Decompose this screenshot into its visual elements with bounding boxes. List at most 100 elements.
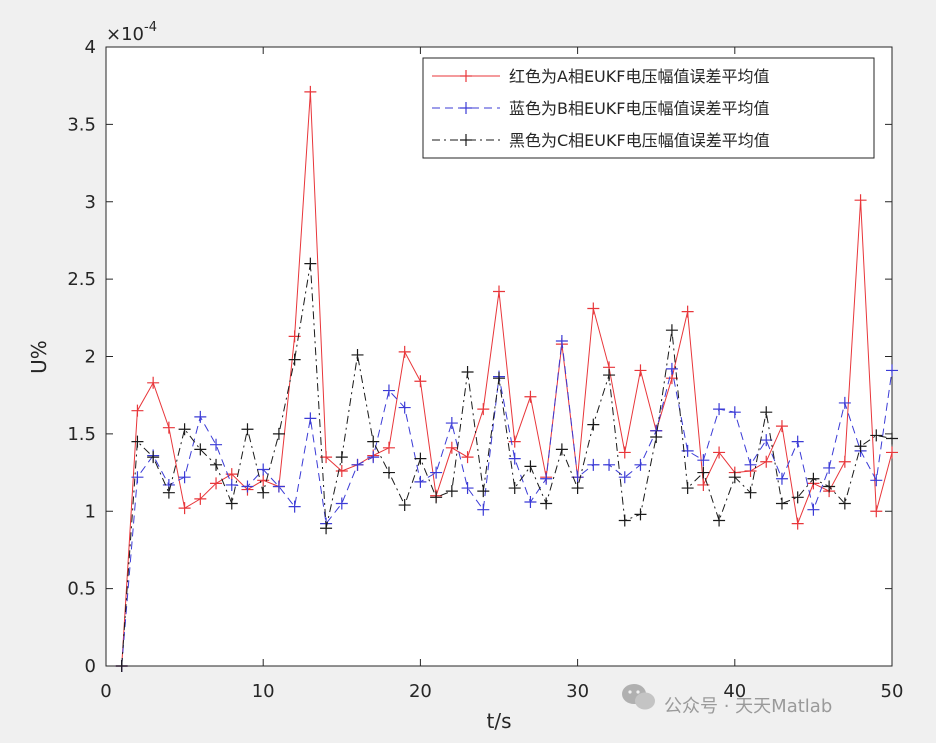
series-c-point [524, 460, 537, 473]
series-c-point [225, 497, 238, 510]
series-b-point [791, 435, 804, 448]
series-a-point [382, 441, 395, 454]
series-c-point [477, 485, 490, 498]
series-a-point [838, 455, 851, 468]
series-c-point [194, 443, 207, 456]
series-b-point [225, 478, 238, 491]
y-tick-label: 4 [85, 37, 96, 58]
watermark: 公众号 · 天天Matlab [622, 684, 832, 717]
series-b-point [430, 466, 443, 479]
series-b-point [665, 362, 678, 375]
series-c-point [697, 466, 710, 479]
series-c-point [838, 497, 851, 510]
series-c-point [775, 497, 788, 510]
x-axis-label: t/s [487, 709, 512, 733]
x-tick-label: 10 [252, 681, 275, 702]
series-b-point [131, 471, 144, 484]
series-a-point [461, 451, 474, 464]
series-a-point [178, 502, 191, 515]
y-tick-label: 3.5 [67, 114, 96, 135]
series-c-point [162, 486, 175, 499]
series-c-point [650, 430, 663, 443]
series-b-point [823, 461, 836, 474]
series-b-point [304, 412, 317, 425]
series-a-point [870, 505, 883, 518]
series-b-point [870, 474, 883, 487]
legend-marker-c [460, 134, 472, 146]
series-a-point [194, 492, 207, 505]
series-c-point [571, 482, 584, 495]
series-c-point [791, 491, 804, 504]
series-a-point [131, 404, 144, 417]
series-c-point [713, 514, 726, 527]
series-b-point [697, 454, 710, 467]
x-tick-label: 40 [723, 681, 746, 702]
y-tick-label: 0.5 [67, 579, 96, 600]
series-c-point [445, 485, 458, 498]
series-b-point [351, 458, 364, 471]
series-b-point [807, 503, 820, 516]
series-c-point [131, 435, 144, 448]
legend-samples [432, 70, 500, 146]
series-b-point [603, 458, 616, 471]
series-a-point [681, 305, 694, 318]
series-b-point [838, 396, 851, 409]
legend-marker-b [460, 102, 472, 114]
series-a-point [414, 375, 427, 388]
series-a-point [493, 285, 505, 298]
series-b-point [634, 458, 647, 471]
series-a-point [886, 446, 898, 459]
series-c-point [508, 482, 521, 495]
series-a-point [162, 421, 175, 434]
series-c [115, 257, 898, 672]
x-tick-label: 20 [409, 681, 432, 702]
y-tick-label: 1 [85, 501, 96, 522]
series-c-point [367, 435, 380, 448]
series-a-point [147, 376, 160, 389]
series-b-point [335, 497, 348, 510]
y-axis-label: U% [27, 340, 51, 374]
series-c-point [555, 443, 568, 456]
series-b-point [382, 384, 395, 397]
series-c-point [351, 348, 364, 361]
series-c-point [430, 491, 443, 504]
legend: 红色为A相EUKF电压幅值误差平均值 蓝色为B相EUKF电压幅值误差平均值 黑色… [422, 57, 875, 159]
series-c-line [121, 263, 893, 667]
series-c-point [320, 522, 333, 535]
series-b-point [241, 480, 254, 493]
series-c-point [178, 423, 191, 436]
series-c-point [272, 427, 285, 440]
y-tick-label: 2 [85, 347, 96, 368]
legend-entry-c: 黑色为C相EUKF电压幅值误差平均值 [509, 131, 770, 150]
series-b-point [257, 463, 270, 476]
series-a-point [257, 474, 270, 487]
series-b-point [587, 458, 600, 471]
series-c-point [288, 353, 301, 366]
series-b-point [272, 480, 285, 493]
series-b-point [775, 472, 788, 485]
series-c-point [304, 257, 317, 270]
series-c-point [461, 365, 474, 378]
series-a-point [854, 194, 867, 207]
series-a-point [634, 364, 647, 377]
series-b-point [713, 403, 726, 416]
series-c-point [414, 452, 427, 465]
series-c-point [493, 372, 505, 385]
series-c-point [210, 458, 223, 471]
series-a-point [508, 435, 521, 448]
series-b-line [121, 340, 893, 667]
series-c-point [634, 508, 647, 521]
series-c-point [257, 486, 270, 499]
series-c-point [665, 324, 678, 337]
legend-entry-a: 红色为A相EUKF电压幅值误差平均值 [509, 67, 769, 86]
series-b-point [194, 410, 207, 423]
series-b-point [288, 500, 301, 513]
x-tick-label: 50 [881, 681, 904, 702]
series-b-point [886, 364, 898, 377]
series-a-point [775, 420, 788, 433]
series-b-point [398, 401, 411, 414]
series-a-point [210, 477, 223, 490]
series-c-point [760, 406, 773, 419]
series-c-point [540, 497, 553, 510]
